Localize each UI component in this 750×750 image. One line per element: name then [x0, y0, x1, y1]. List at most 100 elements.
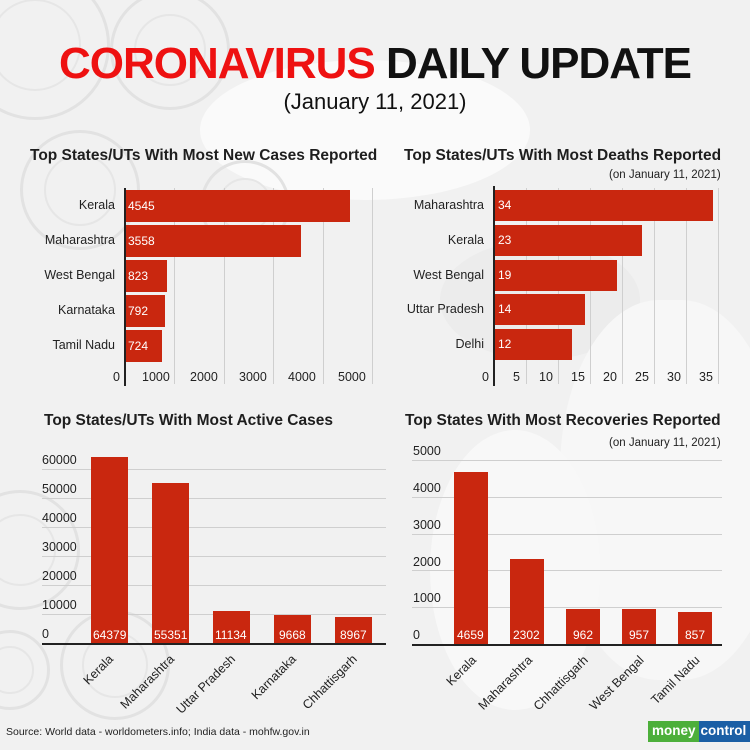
- gridline: [42, 585, 386, 586]
- category-label: West Bengal: [44, 268, 115, 282]
- y-tick-label: 3000: [413, 518, 441, 532]
- bar: [510, 559, 544, 644]
- category-label: West Bengal: [587, 653, 647, 713]
- y-axis-line: [493, 186, 495, 386]
- bar-value: 4659: [457, 628, 484, 642]
- chart-title: Top States/UTs With Most New Cases Repor…: [30, 147, 378, 164]
- x-tick-label: 5: [513, 370, 520, 384]
- chart-title: Top States/UTs With Most Active Cases: [44, 412, 333, 429]
- category-label: Tamil Nadu: [52, 338, 115, 352]
- y-tick-label: 10000: [42, 598, 77, 612]
- category-label: Maharashtra: [44, 233, 115, 247]
- x-tick-label: 35: [699, 370, 713, 384]
- page-title: CORONAVIRUS DAILY UPDATE: [0, 38, 750, 90]
- x-axis-line: [412, 644, 722, 646]
- bar-value: 962: [573, 628, 594, 642]
- bar: [213, 611, 250, 643]
- x-axis-line: [42, 643, 386, 645]
- category-label: Chhattisgarh: [530, 653, 591, 714]
- bar: [126, 190, 350, 222]
- y-tick-label: 60000: [42, 453, 77, 467]
- bar: [274, 615, 311, 643]
- title-red: CORONAVIRUS: [58, 39, 376, 88]
- x-tick-label: 25: [635, 370, 649, 384]
- x-tick-label: 0: [113, 370, 120, 384]
- bar-value: 857: [685, 628, 706, 642]
- gridline: [224, 188, 225, 384]
- y-tick-label: 40000: [42, 511, 77, 525]
- bar: [152, 483, 189, 643]
- title-black: DAILY UPDATE: [385, 39, 692, 88]
- bar: [126, 295, 165, 327]
- x-tick-label: 1000: [142, 370, 170, 384]
- bar: [126, 260, 167, 292]
- bar-value: 792: [128, 304, 149, 318]
- gridline: [412, 607, 722, 608]
- bar-value: 9668: [279, 628, 306, 642]
- y-tick-label: 4000: [413, 481, 441, 495]
- page-subtitle: (January 11, 2021): [283, 89, 467, 114]
- x-tick-label: 0: [482, 370, 489, 384]
- chart-subtitle: (on January 11, 2021): [609, 437, 721, 449]
- bar: [126, 330, 162, 362]
- y-axis-line: [124, 188, 126, 386]
- bar: [126, 225, 301, 257]
- category-label: Maharashtra: [475, 653, 535, 713]
- logo-money: money: [648, 721, 699, 742]
- category-label: Uttar Pradesh: [406, 302, 484, 316]
- bar: [495, 329, 572, 360]
- category-label: Maharashtra: [117, 652, 177, 712]
- category-label: Karnataka: [58, 303, 115, 317]
- gridline: [622, 188, 623, 384]
- category-label: Kerala: [78, 198, 115, 212]
- y-tick-label: 30000: [42, 540, 77, 554]
- bar-value: 957: [629, 628, 650, 642]
- gridline: [686, 188, 687, 384]
- logo-control: control: [698, 721, 750, 742]
- gridline: [273, 188, 274, 384]
- category-label: Tamil Nadu: [648, 653, 703, 708]
- y-tick-label: 0: [413, 628, 420, 642]
- bar: [495, 190, 713, 221]
- bar-value: 823: [128, 269, 149, 283]
- bar-value: 724: [128, 339, 149, 353]
- gridline: [412, 534, 722, 535]
- page-header: CORONAVIRUS DAILY UPDATE (January 11, 20…: [0, 38, 750, 116]
- y-tick-label: 5000: [413, 444, 441, 458]
- x-tick-label: 30: [667, 370, 681, 384]
- bar-value: 3558: [128, 234, 155, 248]
- category-label: Kerala: [447, 233, 484, 247]
- gridline: [654, 188, 655, 384]
- x-tick-label: 3000: [239, 370, 267, 384]
- category-label: Maharashtra: [413, 198, 484, 212]
- category-label: Uttar Pradesh: [173, 652, 238, 717]
- source-note: Source: World data - worldometers.info; …: [6, 726, 310, 738]
- bar: [495, 294, 585, 325]
- category-label: Chhattisgarh: [299, 652, 360, 713]
- y-tick-label: 1000: [413, 591, 441, 605]
- bar: [678, 612, 712, 644]
- category-label: Kerala: [443, 653, 479, 689]
- gridline: [718, 188, 719, 384]
- gridline: [42, 469, 386, 470]
- bar: [622, 609, 656, 644]
- bar-value: 8967: [340, 628, 367, 642]
- gridline: [372, 188, 373, 384]
- x-tick-label: 20: [603, 370, 617, 384]
- category-label: Delhi: [455, 337, 485, 351]
- bar: [495, 260, 617, 291]
- bar-value: 2302: [513, 628, 540, 642]
- bar-value: 23: [498, 233, 512, 247]
- gridline: [412, 497, 722, 498]
- x-tick-label: 15: [571, 370, 585, 384]
- chart-title: Top States/UTs With Most Deaths Reported: [404, 147, 722, 164]
- gridline: [42, 527, 386, 528]
- y-tick-label: 50000: [42, 482, 77, 496]
- bar-value: 64379: [93, 628, 127, 642]
- gridline: [323, 188, 324, 384]
- category-label: Karnataka: [248, 652, 299, 703]
- chart-subtitle: (on January 11, 2021): [609, 169, 721, 181]
- bar-value: 12: [498, 337, 512, 351]
- bar: [335, 617, 372, 643]
- virus-icon: [0, 630, 50, 710]
